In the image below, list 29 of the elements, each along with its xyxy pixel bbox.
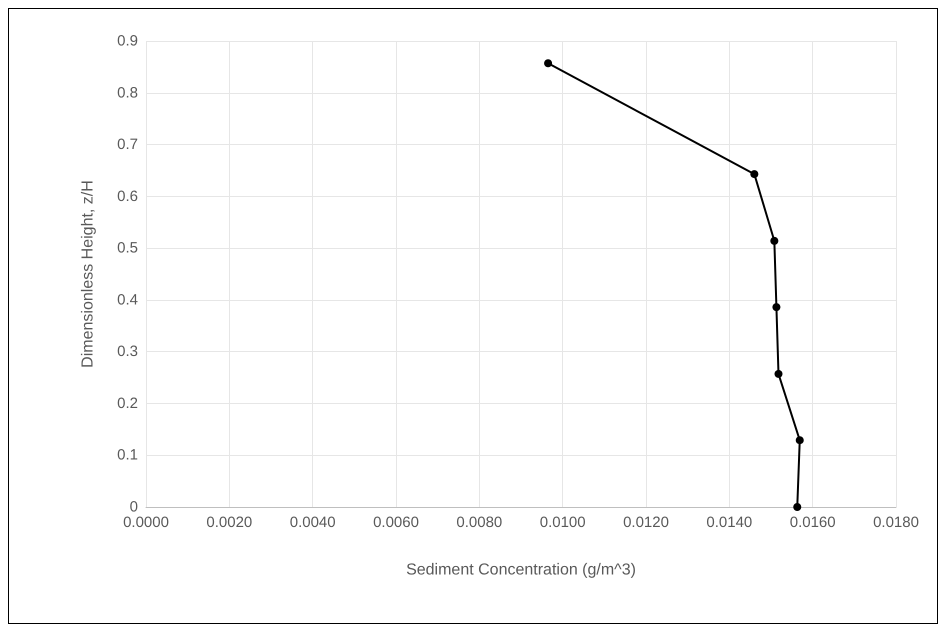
y-tick-label: 0.1 [117,446,138,464]
x-tick-label: 0.0080 [456,514,502,531]
x-tick-label: 0.0160 [790,514,836,531]
y-tick-label: 0.7 [117,136,138,154]
y-tick-label: 0.4 [117,291,138,308]
point [774,370,782,378]
x-tick-label: 0.0060 [373,514,419,531]
x-tick-label: 0.0120 [623,514,669,531]
y-axis-title: Dimensionless Height, z/H [80,180,96,368]
point [544,59,552,68]
y-tick-label: 0 [130,498,138,516]
y-tick-label: 0.2 [117,394,138,412]
point [772,303,780,312]
point [793,503,802,511]
y-tick-label: 0.6 [117,188,138,205]
y-tick-label: 0.9 [117,32,138,50]
x-tick-label: 0.0000 [123,514,169,531]
point [750,170,758,178]
y-tick-label: 0.3 [117,343,138,360]
x-tick-label: 0.0140 [706,514,752,531]
x-tick-label: 0.0100 [540,514,586,531]
point [770,236,778,245]
y-tick-label: 0.8 [117,84,138,102]
x-axis-title: Sediment Concentration (g/m^3) [406,562,636,578]
y-tick-label: 0.5 [117,240,138,257]
x-tick-label: 0.0180 [873,514,919,531]
point [796,436,804,444]
x-tick-label: 0.0020 [206,514,252,531]
x-tick-label: 0.0040 [290,514,336,531]
